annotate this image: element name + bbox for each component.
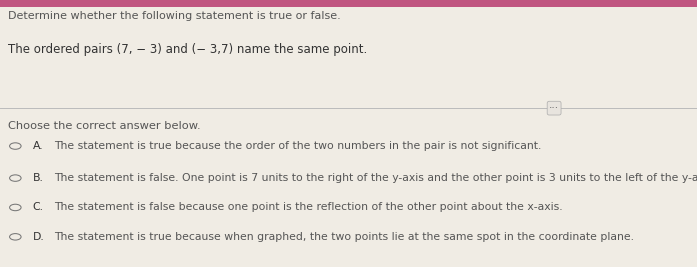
Text: Determine whether the following statement is true or false.: Determine whether the following statemen… [8, 11, 341, 21]
Text: The ordered pairs (7, − 3) and (− 3,7) name the same point.: The ordered pairs (7, − 3) and (− 3,7) n… [8, 43, 367, 56]
Text: Choose the correct answer below.: Choose the correct answer below. [8, 121, 201, 131]
Text: The statement is true because when graphed, the two points lie at the same spot : The statement is true because when graph… [54, 232, 634, 242]
Text: A.: A. [33, 141, 43, 151]
Text: The statement is false. One point is 7 units to the right of the y-axis and the : The statement is false. One point is 7 u… [54, 173, 697, 183]
Text: D.: D. [33, 232, 45, 242]
Text: ···: ··· [549, 103, 559, 113]
FancyBboxPatch shape [0, 0, 697, 7]
Text: C.: C. [33, 202, 44, 213]
Text: The statement is true because the order of the two numbers in the pair is not si: The statement is true because the order … [54, 141, 542, 151]
Text: The statement is false because one point is the reflection of the other point ab: The statement is false because one point… [54, 202, 563, 213]
Text: B.: B. [33, 173, 44, 183]
